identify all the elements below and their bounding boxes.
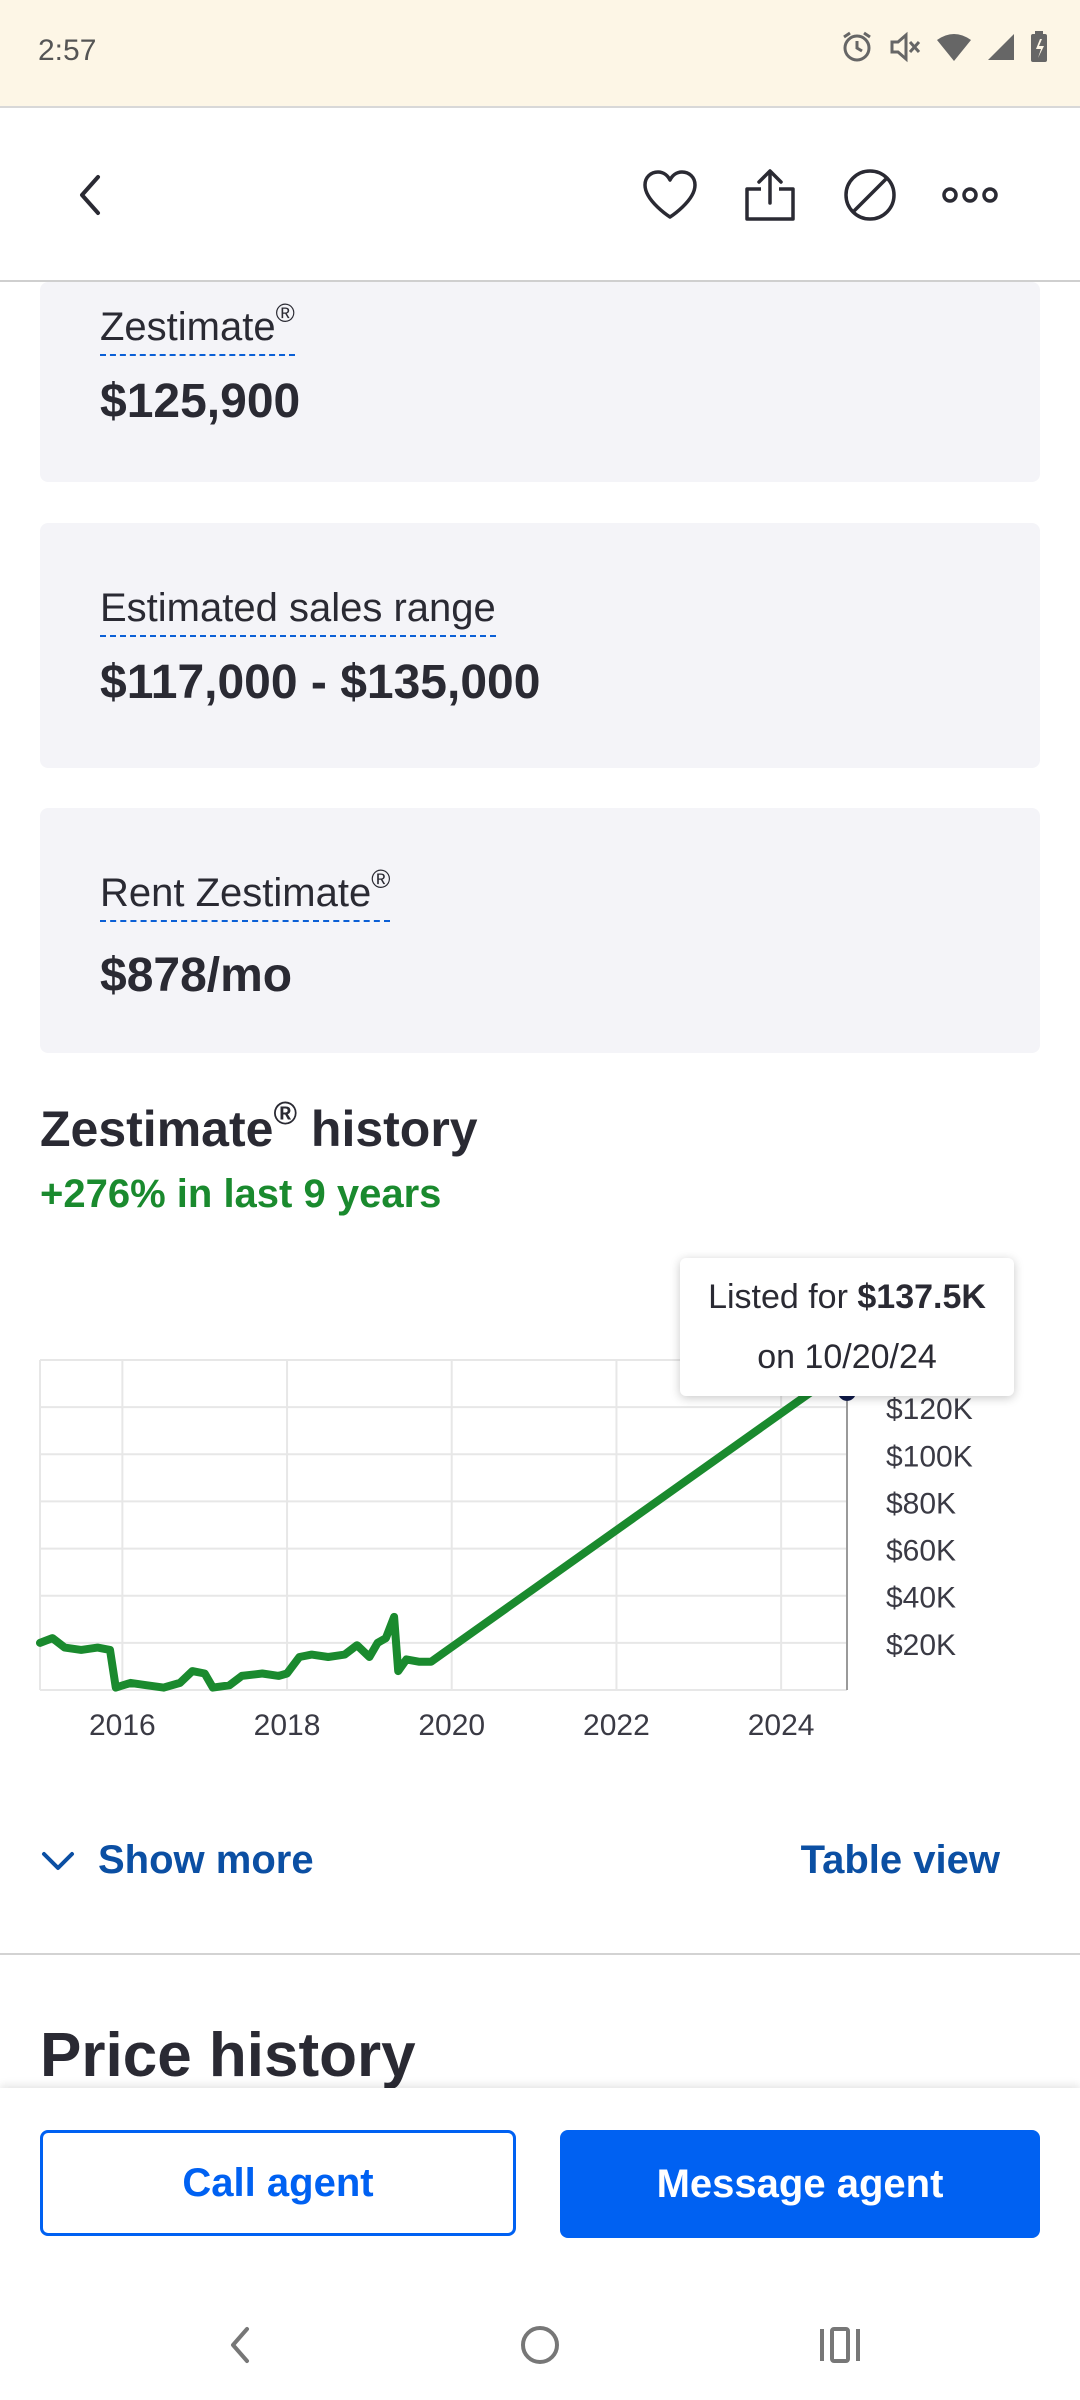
back-icon bbox=[80, 175, 100, 215]
heart-icon bbox=[643, 170, 697, 219]
rent-zestimate-value: $878/mo bbox=[100, 949, 293, 1002]
nav-recents-button[interactable] bbox=[805, 2310, 875, 2380]
y-tick-label: $120K bbox=[886, 1393, 973, 1426]
rent-zestimate-card: Rent Zestimate® $878/mo bbox=[40, 808, 1040, 1053]
table-view-link[interactable]: Table view bbox=[800, 1838, 1000, 1882]
back-button[interactable] bbox=[56, 160, 126, 230]
battery-icon bbox=[1030, 31, 1048, 63]
hide-button[interactable] bbox=[835, 160, 905, 230]
zestimate-label[interactable]: Zestimate® bbox=[100, 300, 295, 356]
hide-icon bbox=[844, 169, 896, 221]
x-tick-label: 2024 bbox=[748, 1709, 815, 1742]
y-tick-label: $40K bbox=[886, 1582, 956, 1615]
x-tick-label: 2016 bbox=[89, 1709, 156, 1742]
sales-range-label[interactable]: Estimated sales range bbox=[100, 585, 496, 637]
top-toolbar bbox=[0, 108, 1080, 282]
chart-tooltip: Listed for $137.5K on 10/20/24 bbox=[680, 1258, 1014, 1396]
rent-zestimate-label[interactable]: Rent Zestimate® bbox=[100, 866, 391, 922]
y-tick-label: $100K bbox=[886, 1440, 973, 1473]
call-agent-button[interactable]: Call agent bbox=[40, 2130, 516, 2236]
nav-back-button[interactable] bbox=[205, 2310, 275, 2380]
wifi-icon bbox=[936, 32, 972, 62]
show-more-button[interactable]: Show more bbox=[40, 1838, 314, 1883]
nav-home-icon bbox=[521, 2326, 559, 2364]
y-tick-label: $20K bbox=[886, 1629, 956, 1662]
more-icon bbox=[942, 187, 998, 203]
zestimate-series-line bbox=[36, 1361, 851, 1692]
share-icon bbox=[745, 169, 795, 221]
sales-range-value: $117,000 - $135,000 bbox=[100, 656, 541, 709]
status-time: 2:57 bbox=[38, 34, 97, 67]
y-tick-label: $80K bbox=[886, 1487, 956, 1520]
bottom-action-bar: Call agent Message agent bbox=[0, 2088, 1080, 2288]
tooltip-date: on 10/20/24 bbox=[757, 1338, 937, 1376]
system-nav-bar bbox=[0, 2288, 1080, 2400]
x-tick-label: 2022 bbox=[583, 1709, 650, 1742]
section-divider bbox=[0, 1953, 1080, 1955]
status-icons bbox=[840, 30, 1048, 64]
alarm-icon bbox=[840, 30, 874, 64]
more-options-button[interactable] bbox=[935, 160, 1005, 230]
x-tick-label: 2018 bbox=[254, 1709, 321, 1742]
nav-recents-icon bbox=[820, 2327, 860, 2363]
nav-back-icon bbox=[231, 2327, 249, 2363]
x-tick-label: 2020 bbox=[418, 1709, 485, 1742]
save-favorite-button[interactable] bbox=[635, 160, 705, 230]
chevron-down-icon bbox=[42, 1851, 74, 1870]
mute-icon bbox=[888, 30, 922, 64]
sales-range-card: Estimated sales range $117,000 - $135,00… bbox=[40, 523, 1040, 768]
signal-icon bbox=[986, 32, 1016, 62]
share-button[interactable] bbox=[735, 160, 805, 230]
message-agent-button[interactable]: Message agent bbox=[560, 2130, 1040, 2238]
price-history-title: Price history bbox=[40, 2021, 416, 2090]
zestimate-change: +276% in last 9 years bbox=[40, 1172, 442, 1216]
status-bar: 2:57 bbox=[0, 0, 1080, 108]
zestimate-card: Zestimate® $125,900 bbox=[40, 282, 1040, 482]
nav-home-button[interactable] bbox=[505, 2310, 575, 2380]
tooltip-price: $137.5K bbox=[857, 1278, 986, 1316]
zestimate-history-title: Zestimate® history bbox=[40, 1095, 478, 1157]
zestimate-value: $125,900 bbox=[100, 375, 301, 428]
y-tick-label: $60K bbox=[886, 1535, 956, 1568]
